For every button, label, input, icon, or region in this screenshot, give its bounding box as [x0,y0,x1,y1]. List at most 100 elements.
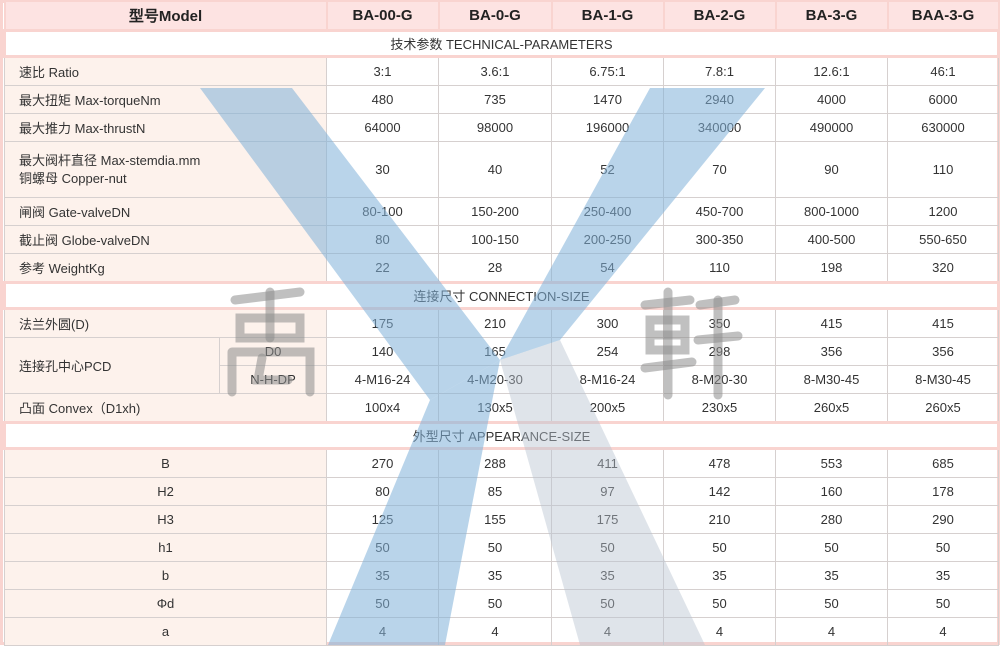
model-col: BA-2-G [662,0,777,32]
value-cell: 100-150 [438,225,552,254]
table-row: B 270 288 411 478 553 685 [4,448,999,478]
value-cell: 288 [438,448,552,478]
model-col: BA-1-G [550,0,665,32]
value-cell: 340000 [663,113,776,142]
value-cell: 2940 [663,85,776,114]
table-row: H2 80 85 97 142 160 178 [4,477,999,506]
table-row: 截止阀 Globe-valveDN 80 100-150 200-250 300-350… [4,225,999,254]
value-cell: 22 [326,253,439,283]
value-cell: 8-M20-30 [663,365,776,394]
row-label: 截止阀 Globe-valveDN [4,225,327,254]
sub-label: D0 [219,337,327,366]
value-cell: 478 [663,448,776,478]
value-cell: 3:1 [326,56,439,86]
value-cell: 254 [551,337,664,366]
value-cell: 150-200 [438,197,552,226]
value-cell: 260x5 [887,393,999,423]
value-cell: 298 [663,337,776,366]
value-cell: 260x5 [775,393,888,423]
value-cell: 90 [775,141,888,198]
row-label: H2 [4,477,327,506]
value-cell: 7.8:1 [663,56,776,86]
value-cell: 50 [775,589,888,618]
model-header: 型号Model [3,0,328,32]
table-row: 最大扭矩 Max-torqueNm 480 735 1470 2940 4000 6000 [4,85,999,114]
value-cell: 50 [438,533,552,562]
section-title: 技术参数 TECHNICAL-PARAMETERS [3,29,1000,58]
value-cell: 200-250 [551,225,664,254]
value-cell: 280 [775,505,888,534]
value-cell: 8-M30-45 [775,365,888,394]
value-cell: 52 [551,141,664,198]
value-cell: 480 [326,85,439,114]
section-title: 外型尺寸 APPEARANCE-SIZE [3,421,1000,450]
value-cell: 160 [775,477,888,506]
row-label: 速比 Ratio [4,56,327,86]
value-cell: 8-M16-24 [551,365,664,394]
row-label-line: 铜螺母 Copper-nut [19,170,127,186]
value-cell: 3.6:1 [438,56,552,86]
row-label: Φd [4,589,327,618]
value-cell: 198 [775,253,888,283]
value-cell: 54 [551,253,664,283]
table-row: 速比 Ratio 3:1 3.6:1 6.75:1 7.8:1 12.6:1 46:1 [4,56,999,86]
table-row: 参考 WeightKg 22 28 54 110 198 320 [4,253,999,283]
value-cell: 140 [326,337,439,366]
header-row: 型号Model BA-00-G BA-0-G BA-1-G BA-2-G BA-… [3,0,1000,32]
value-cell: 200x5 [551,393,664,423]
value-cell: 110 [887,141,999,198]
value-cell: 110 [663,253,776,283]
table-row: 最大推力 Max-thrustN 64000 98000 196000 340000 49… [4,113,999,142]
table-row: 法兰外圆(D) 175 210 300 350 415 415 [4,308,999,338]
value-cell: 178 [887,477,999,506]
value-cell: 50 [663,589,776,618]
value-cell: 356 [887,337,999,366]
value-cell: 130x5 [438,393,552,423]
row-label: b [4,561,327,590]
value-cell: 210 [663,505,776,534]
value-cell: 175 [551,505,664,534]
value-cell: 415 [775,308,888,338]
value-cell: 98000 [438,113,552,142]
value-cell: 270 [326,448,439,478]
spec-table: 型号Model BA-00-G BA-0-G BA-1-G BA-2-G BA-… [3,0,1000,646]
value-cell: 735 [438,85,552,114]
row-label: H3 [4,505,327,534]
row-label: 最大阀杆直径 Max-stemdia.mm 铜螺母 Copper-nut [4,141,327,198]
value-cell: 35 [551,561,664,590]
value-cell: 8-M30-45 [887,365,999,394]
value-cell: 290 [887,505,999,534]
model-col: BAA-3-G [886,0,1000,32]
value-cell: 1200 [887,197,999,226]
table-row: 闸阀 Gate-valveDN 80-100 150-200 250-400 450-7… [4,197,999,226]
value-cell: 175 [326,308,439,338]
value-cell: 800-1000 [775,197,888,226]
value-cell: 196000 [551,113,664,142]
value-cell: 685 [887,448,999,478]
value-cell: 35 [663,561,776,590]
value-cell: 125 [326,505,439,534]
value-cell: 35 [438,561,552,590]
value-cell: 165 [438,337,552,366]
section-row: 技术参数 TECHNICAL-PARAMETERS [3,29,1000,58]
value-cell: 50 [887,533,999,562]
value-cell: 4 [775,617,888,646]
value-cell: 142 [663,477,776,506]
value-cell: 85 [438,477,552,506]
value-cell: 550-650 [887,225,999,254]
value-cell: 1470 [551,85,664,114]
row-label: 法兰外圆(D) [4,308,327,338]
row-label: 最大推力 Max-thrustN [4,113,327,142]
value-cell: 320 [887,253,999,283]
value-cell: 356 [775,337,888,366]
value-cell: 4 [326,617,439,646]
value-cell: 210 [438,308,552,338]
value-cell: 100x4 [326,393,439,423]
section-row: 连接尺寸 CONNECTION-SIZE [3,281,1000,310]
value-cell: 80 [326,225,439,254]
value-cell: 155 [438,505,552,534]
value-cell: 30 [326,141,439,198]
value-cell: 50 [551,533,664,562]
value-cell: 12.6:1 [775,56,888,86]
